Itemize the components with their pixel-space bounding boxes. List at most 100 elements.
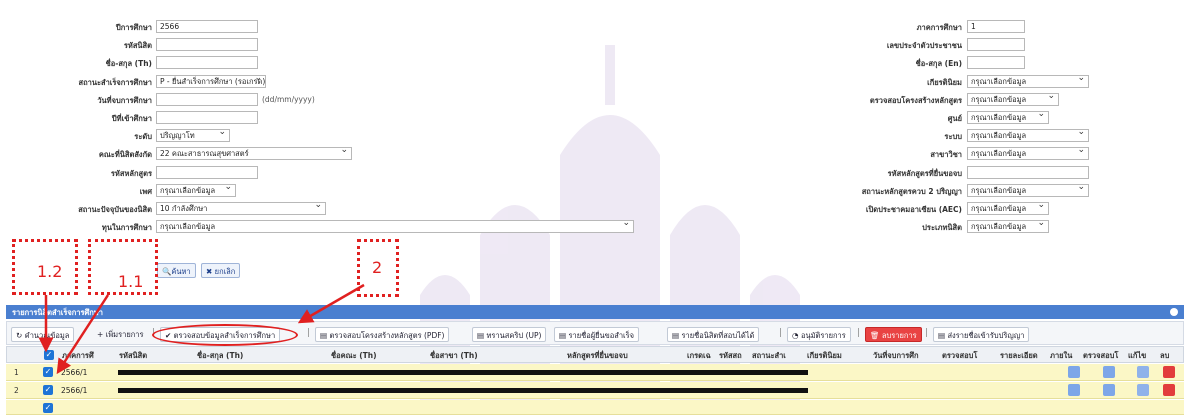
right-label-3: เกียรตินิยม xyxy=(927,77,962,87)
col-gpa[interactable]: เกรดเฉ xyxy=(687,351,711,360)
internal-doc-icon[interactable] xyxy=(1068,384,1080,396)
col-faculty[interactable]: ชื่อคณะ (Th) xyxy=(331,351,377,360)
col-check-2[interactable]: ตรวจสอบโ xyxy=(1083,351,1119,360)
row-number: 2 xyxy=(14,386,19,395)
approve-items-button[interactable]: ◔ อนุมัติรายการ xyxy=(787,327,851,342)
right-select-11[interactable]: กรุณาเลือกข้อมูล xyxy=(967,220,1049,234)
left-input-2[interactable] xyxy=(156,56,258,70)
right-input-0[interactable]: 1 xyxy=(967,20,1025,33)
left-value-3: P - ยื่นสำเร็จการศึกษา (รอเกรด) xyxy=(160,76,266,86)
right-select-5[interactable]: กรุณาเลือกข้อมูล xyxy=(967,111,1049,124)
cancel-button[interactable]: ✖ ยกเลิก xyxy=(201,263,241,278)
right-select-9[interactable]: กรุณาเลือกข้อมูล xyxy=(967,183,1089,197)
right-label-0: ภาคการศึกษา xyxy=(916,23,962,32)
right-select-4[interactable]: กรุณาเลือกข้อมูล xyxy=(967,92,1059,106)
left-select-7[interactable]: 22 คณะสาธารณสุขศาสตร์ xyxy=(156,147,352,161)
check-doc-icon[interactable] xyxy=(1103,384,1115,396)
right-label-5: ศูนย์ xyxy=(947,114,962,123)
delete-items-button[interactable]: 🗑 ลบรายการ xyxy=(865,327,922,342)
left-value-0: 2566 xyxy=(160,22,180,31)
left-label-10: สถานะปัจจุบันของนิสิต xyxy=(78,205,152,214)
annotation-label-1-1: 1.1 xyxy=(118,272,144,291)
right-select-10[interactable]: กรุณาเลือกข้อมูล xyxy=(967,202,1049,215)
annotation-ellipse xyxy=(152,324,298,346)
right-select-3[interactable]: กรุณาเลือกข้อมูล xyxy=(967,74,1089,88)
col-grad-date[interactable]: วันที่จบการศึก xyxy=(873,351,919,360)
row-checkbox[interactable]: ✓ xyxy=(43,385,53,395)
col-name-th[interactable]: ชื่อ-สกุล (Th) xyxy=(197,351,244,360)
term-cell: 2566/1 xyxy=(61,386,88,395)
table-header: ✓ ภาคการศึ รหัสนิสิต ชื่อ-สกุล (Th) ชื่อ… xyxy=(6,346,1184,363)
col-edit[interactable]: แก้ไข xyxy=(1128,351,1147,360)
edit-icon[interactable] xyxy=(1137,384,1149,396)
right-input-2[interactable] xyxy=(967,56,1025,70)
left-input-4[interactable] xyxy=(156,92,258,106)
transcript-up-button[interactable]: ▤ ทรานสคริป (UP) xyxy=(472,327,547,342)
search-button[interactable]: 🔍ค้นหา xyxy=(157,263,196,278)
right-value-6: กรุณาเลือกข้อมูล xyxy=(971,131,1027,141)
toolbar-separator: | xyxy=(307,328,311,338)
right-value-5: กรุณาเลือกข้อมูล xyxy=(971,113,1027,122)
table-row[interactable]: 2 ✓ 2566/1 xyxy=(6,382,1184,399)
left-value-6: ปริญญาโท xyxy=(160,131,195,141)
annotation-box-1-1 xyxy=(88,239,158,295)
row-checkbox[interactable]: ✓ xyxy=(43,403,53,413)
col-details[interactable]: รายละเอียด xyxy=(1000,351,1038,360)
select-all-checkbox[interactable]: ✓ xyxy=(44,350,54,360)
col-honors[interactable]: เกียรตินิยม xyxy=(807,351,842,360)
col-major[interactable]: ชื่อสาขา (Th) xyxy=(430,351,478,360)
term-cell: 2566/1 xyxy=(61,368,88,377)
right-label-9: สถานะหลักสูตรควบ 2 ปริญญา xyxy=(861,186,962,196)
left-label-1: รหัสนิสิต xyxy=(123,41,152,51)
search-button-label: ค้นหา xyxy=(171,267,191,276)
left-select-11[interactable]: กรุณาเลือกข้อมูล xyxy=(156,220,634,234)
right-input-1[interactable] xyxy=(967,38,1025,52)
add-item-label: + เพิ่มรายการ xyxy=(97,330,144,339)
left-select-6[interactable]: ปริญญาโท xyxy=(156,129,230,143)
row-checkbox[interactable]: ✓ xyxy=(43,367,53,377)
table-row[interactable]: 1 ✓ 2566/1 xyxy=(6,364,1184,381)
col-status[interactable]: สถานะสำเ xyxy=(752,351,786,360)
right-select-7[interactable]: กรุณาเลือกข้อมูล xyxy=(967,147,1089,161)
calculate-label: คำนวณข้อมูล xyxy=(24,331,70,340)
left-select-3[interactable]: P - ยื่นสำเร็จการศึกษา (รอเกรด) xyxy=(156,74,266,88)
right-select-6[interactable]: กรุณาเลือกข้อมูล xyxy=(967,129,1089,143)
col-internal[interactable]: ภายใน xyxy=(1050,351,1073,360)
left-value-7: 22 คณะสาธารณสุขศาสตร์ xyxy=(160,149,249,159)
edit-icon[interactable] xyxy=(1137,366,1149,378)
applicants-list-button[interactable]: ▤ รายชื่อผู้ยื่นขอสำเร็จ xyxy=(554,327,640,342)
right-value-10: กรุณาเลือกข้อมูล xyxy=(971,204,1027,213)
left-input-5[interactable] xyxy=(156,111,258,124)
check-curriculum-pdf-button[interactable]: ▤ ตรวจสอบโครงสร้างหลักสูตร (PDF) xyxy=(315,327,450,342)
passed-students-list-button[interactable]: ▤ รายชื่อนิสิตที่สอบได้ได้ xyxy=(667,327,760,342)
col-status-code[interactable]: รหัสสถ xyxy=(719,351,742,360)
left-label-3: สถานะสำเร็จการศึกษา xyxy=(78,77,153,87)
send-to-graduation-button[interactable]: ▤ ส่งรายชื่อเข้ารับปริญญา xyxy=(933,327,1030,342)
check-doc-icon[interactable] xyxy=(1103,366,1115,378)
annotation-box-2 xyxy=(357,239,399,297)
left-label-5: ปีที่เข้าศึกษา xyxy=(111,114,152,123)
toolbar-separator: | xyxy=(779,328,783,338)
toolbar-separator: | xyxy=(857,328,861,338)
col-curriculum[interactable]: หลักสูตรที่ยื่นขอจบ xyxy=(567,351,628,360)
left-label-11: ทุนในการศึกษา xyxy=(101,223,152,233)
col-term[interactable]: ภาคการศึ xyxy=(62,351,94,360)
internal-doc-icon[interactable] xyxy=(1068,366,1080,378)
delete-icon[interactable] xyxy=(1163,384,1175,396)
left-input-0[interactable]: 2566 xyxy=(156,20,258,33)
add-item-button[interactable]: + เพิ่มรายการ xyxy=(93,327,148,342)
collapse-icon[interactable] xyxy=(1170,308,1178,316)
col-check[interactable]: ตรวจสอบโ xyxy=(942,351,978,360)
left-select-9[interactable]: กรุณาเลือกข้อมูล xyxy=(156,183,236,197)
left-label-4: วันที่จบการศึกษา xyxy=(97,95,152,105)
left-input-8[interactable] xyxy=(156,165,258,179)
col-student-id[interactable]: รหัสนิสิต xyxy=(119,351,148,360)
approve-items-label: อนุมัติรายการ xyxy=(800,331,846,340)
calculate-data-button[interactable]: ↻ คำนวณข้อมูล xyxy=(11,327,75,342)
delete-icon[interactable] xyxy=(1163,366,1175,378)
col-delete[interactable]: ลบ xyxy=(1160,351,1170,360)
right-input-8[interactable] xyxy=(967,165,1089,179)
redacted-data xyxy=(118,370,808,375)
left-select-10[interactable]: 10 กำลังศึกษา xyxy=(156,202,326,215)
left-input-1[interactable] xyxy=(156,38,258,52)
